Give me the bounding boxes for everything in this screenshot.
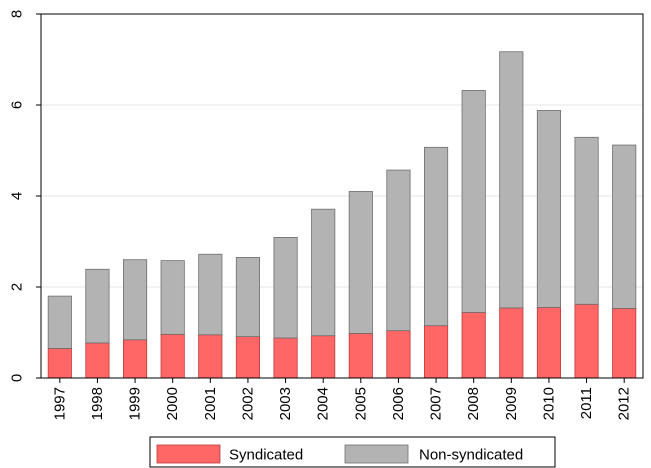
bar-syndicated-2010 <box>536 307 562 379</box>
bar-non-syndicated-2003 <box>273 237 298 339</box>
x-tick-label-2006: 2006 <box>390 387 407 420</box>
bar-non-syndicated-2001 <box>198 253 223 336</box>
x-tick-label-2012: 2012 <box>616 387 633 420</box>
legend-swatch-syndicated <box>156 444 221 464</box>
bar-syndicated-2005 <box>348 333 373 379</box>
tick-labels: 1997 1998 1999 2000 2001 2002 2003 2004 2005 2006… <box>9 10 633 421</box>
bar-syndicated-2000 <box>160 333 185 379</box>
x-tick-label-2001: 2001 <box>202 387 219 420</box>
y-tick-label-3: 6 <box>9 101 26 109</box>
bar-non-syndicated-2009 <box>499 51 524 309</box>
x-tick-label-2007: 2007 <box>428 387 445 420</box>
bar-syndicated-2007 <box>423 325 449 379</box>
x-tick-label-2009: 2009 <box>503 387 520 420</box>
bar-non-syndicated-1999 <box>122 259 148 341</box>
bar-syndicated-2012 <box>612 307 637 379</box>
bar-syndicated-2006 <box>386 330 411 379</box>
y-tick-label-4: 8 <box>9 10 26 18</box>
plot-frame <box>40 13 644 379</box>
x-tick-label-2010: 2010 <box>540 387 557 420</box>
bar-non-syndicated-2002 <box>235 257 261 337</box>
x-tick-label-2000: 2000 <box>164 387 181 420</box>
bar-non-syndicated-2004 <box>311 208 336 337</box>
bar-non-syndicated-2007 <box>423 146 449 327</box>
bar-syndicated-2011 <box>574 303 599 379</box>
bar-syndicated-2008 <box>461 312 486 379</box>
x-tick-label-2003: 2003 <box>277 387 294 420</box>
x-tick-label-1997: 1997 <box>51 387 68 420</box>
bar-syndicated-2009 <box>499 307 524 379</box>
bar-non-syndicated-2000 <box>160 260 185 335</box>
bar-syndicated-2004 <box>311 335 336 379</box>
bar-non-syndicated-2005 <box>348 191 373 334</box>
bar-syndicated-2002 <box>235 336 261 379</box>
bar-syndicated-1999 <box>122 339 148 379</box>
x-tick-label-2011: 2011 <box>578 387 595 419</box>
legend-label-syndicated: Syndicated <box>229 447 303 464</box>
legend-swatch-non-syndicated <box>344 444 409 464</box>
bar-non-syndicated-2012 <box>612 144 637 309</box>
y-tick-label-1: 2 <box>9 283 26 291</box>
bar-non-syndicated-2008 <box>461 90 486 313</box>
bar-syndicated-2003 <box>273 337 298 379</box>
bar-non-syndicated-2010 <box>536 110 562 308</box>
x-tick-label-2005: 2005 <box>352 387 369 420</box>
bar-syndicated-1998 <box>85 342 110 379</box>
bar-syndicated-1997 <box>47 348 72 379</box>
axes <box>36 13 644 383</box>
legend-label-non-syndicated: Non-syndicated <box>419 447 523 464</box>
y-tick-label-2: 4 <box>9 192 26 200</box>
bar-non-syndicated-1998 <box>85 268 110 344</box>
bars <box>47 51 637 379</box>
y-tick-label-0: 0 <box>9 374 26 382</box>
bar-non-syndicated-2011 <box>574 136 599 305</box>
bar-non-syndicated-2006 <box>386 169 411 332</box>
x-tick-label-1999: 1999 <box>127 387 144 420</box>
bar-non-syndicated-1997 <box>47 295 72 349</box>
x-tick-label-2008: 2008 <box>465 387 482 420</box>
x-tick-label-1998: 1998 <box>89 387 106 420</box>
bar-syndicated-2001 <box>198 334 223 379</box>
x-tick-label-2004: 2004 <box>315 387 332 420</box>
x-tick-label-2002: 2002 <box>239 387 256 420</box>
legend: Syndicated Non-syndicated <box>149 436 556 468</box>
